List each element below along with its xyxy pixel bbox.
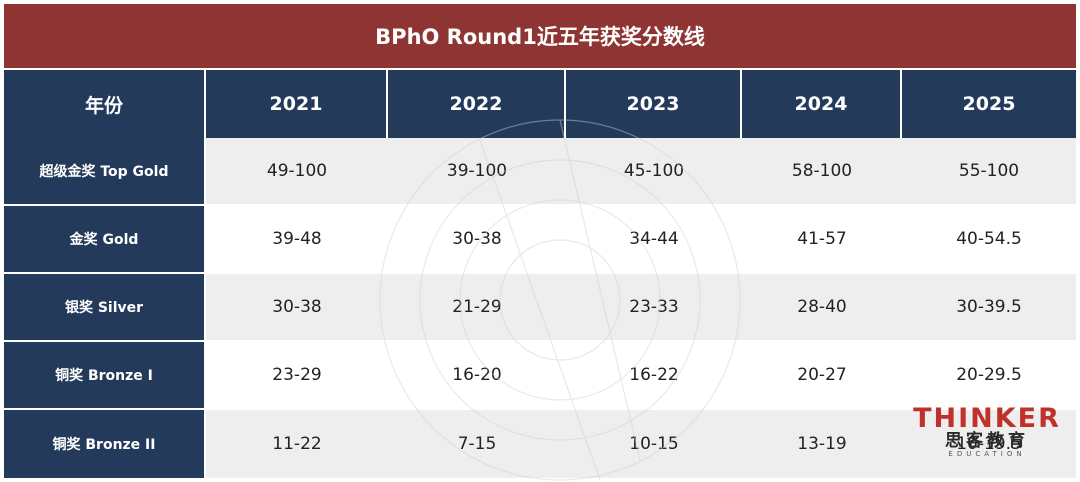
cell-silver-2023: 23-33 xyxy=(566,274,742,340)
table-row-gold: 金奖 Gold 39-48 30-38 34-44 41-57 40-54.5 xyxy=(4,206,1076,272)
table-row-top-gold: 超级金奖 Top Gold 49-100 39-100 45-100 58-10… xyxy=(4,138,1076,204)
table-row-silver: 银奖 Silver 30-38 21-29 23-33 28-40 30-39.… xyxy=(4,274,1076,340)
cell-gold-2024: 41-57 xyxy=(742,206,902,272)
cell-top-gold-2024: 58-100 xyxy=(742,138,902,204)
table-row-bronze-2: 铜奖 Bronze II 11-22 7-15 10-15 13-19 10-1… xyxy=(4,410,1076,478)
cell-gold-2022: 30-38 xyxy=(388,206,566,272)
cell-bronze-2-2024: 13-19 xyxy=(742,410,902,478)
cell-bronze-2-2023: 10-15 xyxy=(566,410,742,478)
cell-silver-2022: 21-29 xyxy=(388,274,566,340)
cell-bronze-1-2021: 23-29 xyxy=(206,342,388,408)
cell-bronze-2-2022: 7-15 xyxy=(388,410,566,478)
table-title: BPhO Round1近五年获奖分数线 xyxy=(4,4,1076,68)
cell-bronze-1-2022: 16-20 xyxy=(388,342,566,408)
row-label-bronze-1: 铜奖 Bronze I xyxy=(4,342,206,408)
cell-silver-2025: 30-39.5 xyxy=(902,274,1076,340)
table-header-row: 年份 2021 2022 2023 2024 2025 xyxy=(4,70,1076,138)
cell-bronze-1-2023: 16-22 xyxy=(566,342,742,408)
row-label-silver: 银奖 Silver xyxy=(4,274,206,340)
cell-silver-2021: 30-38 xyxy=(206,274,388,340)
logo-chinese: 思客教育 xyxy=(945,431,1029,451)
cell-silver-2024: 28-40 xyxy=(742,274,902,340)
row-label-top-gold: 超级金奖 Top Gold xyxy=(4,138,206,204)
cell-bronze-1-2024: 20-27 xyxy=(742,342,902,408)
header-year-2025: 2025 xyxy=(902,70,1076,138)
header-year-label: 年份 xyxy=(4,70,206,138)
thinker-logo: THINKER 思客教育 EDUCATION xyxy=(912,404,1062,466)
header-year-2024: 2024 xyxy=(742,70,902,138)
table-row-bronze-1: 铜奖 Bronze I 23-29 16-20 16-22 20-27 20-2… xyxy=(4,342,1076,408)
cell-top-gold-2022: 39-100 xyxy=(388,138,566,204)
row-label-gold: 金奖 Gold xyxy=(4,206,206,272)
cell-gold-2021: 39-48 xyxy=(206,206,388,272)
cell-bronze-2-2021: 11-22 xyxy=(206,410,388,478)
logo-subtitle: EDUCATION xyxy=(948,450,1026,458)
logo-english: THINKER xyxy=(913,403,1061,434)
cell-bronze-2-2025: 10-19.5 xyxy=(902,410,1076,478)
header-year-2023: 2023 xyxy=(566,70,742,138)
cell-top-gold-2025: 55-100 xyxy=(902,138,1076,204)
header-year-2021: 2021 xyxy=(206,70,388,138)
row-label-bronze-2: 铜奖 Bronze II xyxy=(4,410,206,478)
cell-top-gold-2021: 49-100 xyxy=(206,138,388,204)
cell-bronze-1-2025: 20-29.5 xyxy=(902,342,1076,408)
cell-gold-2025: 40-54.5 xyxy=(902,206,1076,272)
header-year-2022: 2022 xyxy=(388,70,566,138)
score-table: 年份 2021 2022 2023 2024 2025 超级金奖 Top Gol… xyxy=(4,70,1076,480)
cell-gold-2023: 34-44 xyxy=(566,206,742,272)
cell-top-gold-2023: 45-100 xyxy=(566,138,742,204)
